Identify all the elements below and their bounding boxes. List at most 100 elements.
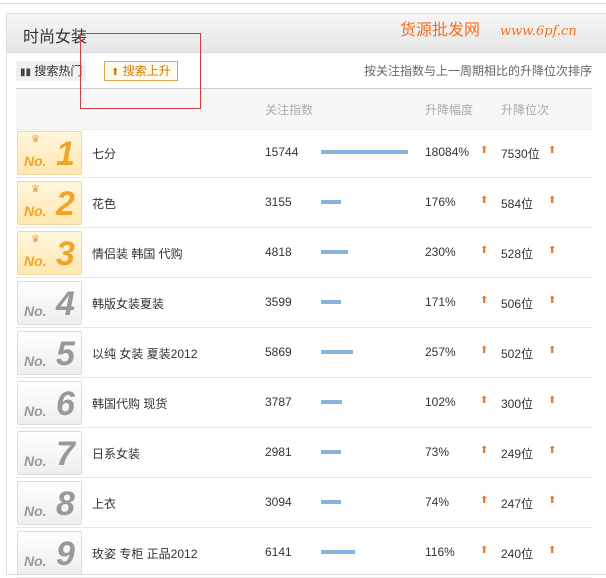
rank-prefix: No. xyxy=(24,503,47,519)
keyword-link[interactable]: 情侣装 韩国 代购 xyxy=(92,247,183,261)
change-pct: 74% xyxy=(425,495,450,509)
index-bar xyxy=(321,400,342,404)
table-row[interactable]: No. 9 玫姿 专柜 正品2012 6141 116% ⬆ 240位 ⬆ xyxy=(16,528,592,578)
change-pct: 73% xyxy=(425,445,450,459)
rank-prefix: No. xyxy=(24,203,47,219)
up-arrow-icon: ⬆ xyxy=(548,395,557,406)
rank-badge: No. 8 xyxy=(17,481,82,525)
tab-search-rising[interactable]: ⬆ 搜索上升 xyxy=(104,61,178,81)
table-row[interactable]: No. 7 日系女装 2981 73% ⬆ 249位 ⬆ xyxy=(16,428,592,478)
rank-badge: ♛ No. 2 xyxy=(17,181,82,225)
table-row[interactable]: ♛ No. 2 花色 3155 176% ⬆ 584位 ⬆ xyxy=(16,178,592,228)
panel-title: 时尚女装 xyxy=(23,29,88,46)
rank-prefix: No. xyxy=(24,153,47,169)
change-pct: 102% xyxy=(425,395,456,409)
table-row[interactable]: ♛ No. 1 七分 15744 18084% ⬆ 7530位 ⬆ xyxy=(16,128,592,178)
attention-index: 15744 xyxy=(265,145,299,159)
highlight-box xyxy=(80,33,201,109)
keyword-link[interactable]: 上衣 xyxy=(92,497,117,511)
table-row[interactable]: No. 6 韩国代购 现货 3787 102% ⬆ 300位 ⬆ xyxy=(16,378,592,428)
up-arrow-icon: ⬆ xyxy=(548,295,557,306)
rank-number: 2 xyxy=(56,185,75,223)
keyword-link[interactable]: 七分 xyxy=(92,147,117,161)
change-pct: 176% xyxy=(425,195,456,209)
rank-number: 7 xyxy=(56,435,75,473)
rank-prefix: No. xyxy=(24,403,47,419)
index-bar xyxy=(321,450,341,454)
rank-change: 249位 xyxy=(501,447,534,461)
keyword-link[interactable]: 以纯 女装 夏装2012 xyxy=(92,347,198,361)
up-arrow-icon: ⬆ xyxy=(480,545,489,556)
tab-label: 搜索上升 xyxy=(122,64,171,78)
top-border xyxy=(0,0,606,4)
index-bar xyxy=(321,200,341,204)
attention-index: 3094 xyxy=(265,495,292,509)
crown-icon: ♛ xyxy=(31,184,40,195)
panel-header: 时尚女装 xyxy=(7,14,606,53)
rank-change: 584位 xyxy=(501,197,534,211)
table-row[interactable]: ♛ No. 3 情侣装 韩国 代购 4818 230% ⬆ 528位 ⬆ xyxy=(16,228,592,278)
up-arrow-icon: ⬆ xyxy=(548,495,557,506)
attention-index: 3787 xyxy=(265,395,292,409)
attention-index: 3155 xyxy=(265,195,292,209)
keyword-link[interactable]: 韩国代购 现货 xyxy=(92,397,168,411)
rank-change: 502位 xyxy=(501,347,534,361)
table-row[interactable]: No. 8 上衣 3094 74% ⬆ 247位 ⬆ xyxy=(16,478,592,528)
index-bar xyxy=(321,300,341,304)
tab-search-hot[interactable]: ▮▮ 搜索热门 xyxy=(16,61,87,81)
watermark: 货源批发网 xyxy=(400,20,481,39)
index-bar xyxy=(321,250,348,254)
rank-badge: ♛ No. 3 xyxy=(17,231,82,275)
rank-number: 8 xyxy=(56,485,75,523)
up-arrow-icon: ⬆ xyxy=(111,67,120,78)
keyword-link[interactable]: 玫姿 专柜 正品2012 xyxy=(92,547,198,561)
change-pct: 116% xyxy=(425,545,455,559)
bar-chart-icon: ▮▮ xyxy=(20,67,32,78)
attention-index: 2981 xyxy=(265,445,292,459)
rank-badge: No. 6 xyxy=(17,381,82,425)
rank-number: 6 xyxy=(56,385,75,423)
rank-change: 300位 xyxy=(501,397,534,411)
attention-index: 6141 xyxy=(265,545,292,559)
tab-bar: ▮▮ 搜索热门 ⬆ 搜索上升 按关注指数与上一周期相比的升降位次排序 xyxy=(16,61,596,83)
up-arrow-icon: ⬆ xyxy=(548,345,557,356)
index-bar xyxy=(321,550,355,554)
col-rank-change: 升降位次 xyxy=(501,103,550,117)
index-bar xyxy=(321,500,341,504)
up-arrow-icon: ⬆ xyxy=(548,245,557,256)
up-arrow-icon: ⬆ xyxy=(480,245,489,256)
change-pct: 257% xyxy=(425,345,456,359)
up-arrow-icon: ⬆ xyxy=(480,195,489,206)
rank-badge: No. 9 xyxy=(17,531,82,575)
change-pct: 171% xyxy=(425,295,456,309)
keyword-link[interactable]: 日系女装 xyxy=(92,447,141,461)
up-arrow-icon: ⬆ xyxy=(548,545,557,556)
watermark-url: www.6pf.cn xyxy=(500,24,577,39)
up-arrow-icon: ⬆ xyxy=(548,195,557,206)
attention-index: 3599 xyxy=(265,295,292,309)
up-arrow-icon: ⬆ xyxy=(480,345,489,356)
rank-badge: No. 5 xyxy=(17,331,82,375)
index-bar xyxy=(321,350,353,354)
keyword-link[interactable]: 花色 xyxy=(92,197,117,211)
rank-prefix: No. xyxy=(24,253,47,269)
change-pct: 230% xyxy=(425,245,456,259)
rank-change: 506位 xyxy=(501,297,534,311)
crown-icon: ♛ xyxy=(31,134,40,145)
table-row[interactable]: No. 5 以纯 女装 夏装2012 5869 257% ⬆ 502位 ⬆ xyxy=(16,328,592,378)
table-row[interactable]: No. 4 韩版女装夏装 3599 171% ⬆ 506位 ⬆ xyxy=(16,278,592,328)
rank-prefix: No. xyxy=(24,303,47,319)
ranking-panel: 时尚女装 ▮▮ 搜索热门 ⬆ 搜索上升 按关注指数与上一周期相比的升降位次排序 … xyxy=(6,13,606,578)
index-bar xyxy=(321,150,408,154)
table-header: 关注指数 升降幅度 升降位次 xyxy=(16,88,592,130)
rank-number: 3 xyxy=(56,235,75,273)
col-change-pct: 升降幅度 xyxy=(425,103,474,117)
keyword-link[interactable]: 韩版女装夏装 xyxy=(92,297,165,311)
crown-icon: ♛ xyxy=(31,234,40,245)
sort-note: 按关注指数与上一周期相比的升降位次排序 xyxy=(363,64,592,78)
rank-prefix: No. xyxy=(24,353,47,369)
up-arrow-icon: ⬆ xyxy=(480,395,489,406)
rank-badge: ♛ No. 1 xyxy=(17,131,82,175)
up-arrow-icon: ⬆ xyxy=(480,495,489,506)
up-arrow-icon: ⬆ xyxy=(480,445,489,456)
